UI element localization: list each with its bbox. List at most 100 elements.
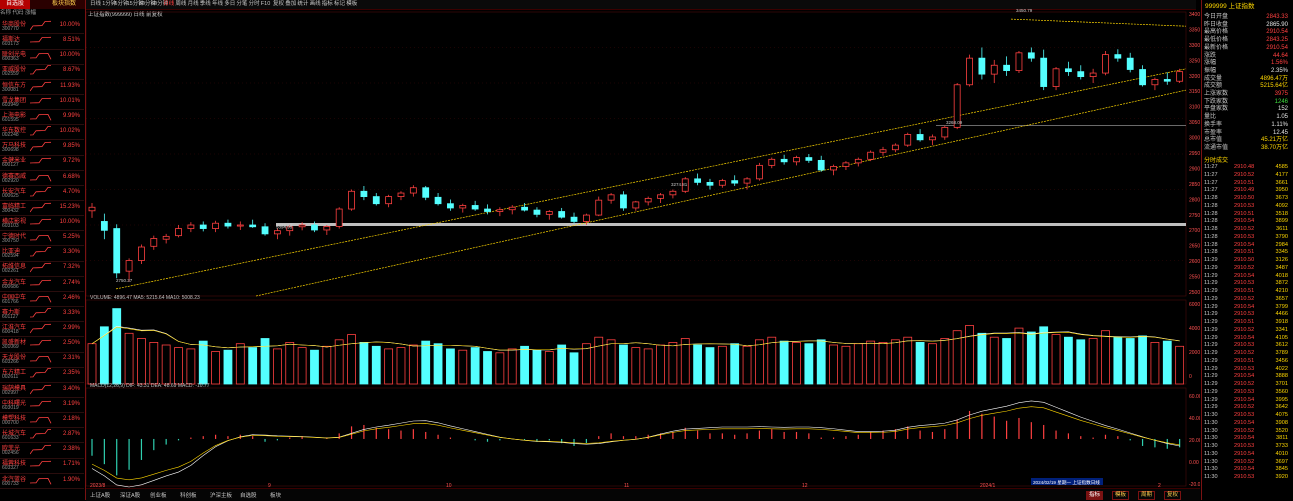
volume-bar [433, 343, 443, 385]
quote-label: 流通市值 [1204, 144, 1229, 151]
watchlist-item[interactable]: 雪龙集团 603949 10.01% [0, 94, 84, 111]
toolbar-period-17[interactable]: 统计 [297, 1, 309, 7]
watchlist-item[interactable]: 赛力斯 601127 3.33% [0, 306, 84, 323]
watchlist-item[interactable]: 凯盛新材 301069 2.50% [0, 336, 84, 353]
tick-time: 11:29 [1204, 388, 1218, 395]
tick-price: 2910.53 [1234, 233, 1255, 240]
bottom-button-3[interactable]: 复权 [1164, 491, 1182, 500]
sparkline [30, 65, 52, 75]
watchlist-item[interactable]: 模塑科技 000700 2.18% [0, 412, 84, 429]
watchlist-item[interactable]: 长安汽车 000625 4.70% [0, 185, 84, 202]
macd-dea [91, 406, 1180, 481]
sparkline-line [30, 445, 52, 455]
date-axis-label: 11 [624, 483, 629, 488]
sparkline [30, 20, 52, 31]
trendline-2 [255, 89, 1187, 297]
toolbar-period-1[interactable]: 1分钟 [102, 1, 117, 7]
toolbar-period-4[interactable]: 30分钟 [138, 1, 156, 7]
watchlist-item[interactable]: 长城汽车 601633 2.87% [0, 427, 84, 444]
watchlist-item[interactable]: 联创光电 600363 10.00% [0, 48, 84, 65]
toolbar-period-7[interactable]: 周线 [175, 1, 187, 7]
tick-volume: 3456 [1275, 357, 1288, 364]
watchlist-item[interactable]: 恒信东方 300081 11.93% [0, 79, 84, 95]
market-tab-2[interactable]: 创业板 [150, 493, 167, 499]
watchlist-item[interactable]: 万马科技 300698 9.85% [0, 139, 84, 156]
toolbar-period-2[interactable]: 5分钟 [114, 1, 129, 7]
market-tab-4[interactable]: 沪深主板 [210, 493, 233, 499]
stock-code: 603327 [2, 465, 19, 472]
watchlist-item[interactable]: 宁德时代 300750 5.25% [0, 230, 84, 247]
toolbar-period-15[interactable]: 复权 [273, 1, 285, 7]
watchlist-item[interactable]: 瑞鹄模具 002997 3.40% [0, 382, 84, 398]
watchlist-item[interactable]: 福蓉科技 603327 1.71% [0, 457, 84, 474]
bottom-button-1[interactable]: 模板 [1112, 491, 1130, 500]
watchlist-item[interactable]: 福斯达 603173 8.51% [0, 33, 84, 50]
candle-body [1065, 68, 1072, 73]
watchlist-item[interactable]: 金龙汽车 600686 2.74% [0, 276, 84, 292]
watchlist-item[interactable]: 江淮汽车 600418 2.99% [0, 321, 84, 338]
watchlist-item[interactable]: 欧菲光 002456 2.38% [0, 442, 84, 459]
quote-value: 38.70万亿 [1260, 144, 1288, 151]
tick-volume: 4210 [1275, 288, 1288, 294]
market-tab-5[interactable]: 自选股 [240, 493, 257, 499]
candle-body [521, 206, 528, 211]
toolbar-period-13[interactable]: 分时 [248, 1, 260, 7]
toolbar-period-14[interactable]: F10 [260, 1, 271, 7]
volume-bar [421, 340, 431, 385]
bottom-button-2[interactable]: 周期 [1138, 491, 1156, 500]
toolbar-period-16[interactable]: 叠加 [285, 1, 297, 7]
quote-value: 2910.54 [1266, 44, 1288, 51]
stock-change-pct: 3.40% [62, 385, 80, 392]
watchlist-item[interactable]: 北汽蓝谷 600733 1.90% [0, 473, 84, 489]
stock-change-pct: 2.31% [62, 355, 80, 362]
toolbar-period-6[interactable]: 日线 [163, 1, 175, 7]
toolbar-period-18[interactable]: 画线 [309, 1, 321, 7]
watchlist-item[interactable]: 上海电影 601595 9.99% [0, 109, 84, 126]
tick-volume: 4105 [1275, 334, 1288, 341]
toolbar-period-5[interactable]: 60分钟 [151, 1, 169, 7]
tick-row: 11:29 2910.51 3456 [1204, 358, 1292, 366]
tab-watchlist[interactable]: 自选股 [0, 0, 30, 9]
toolbar-period-3[interactable]: 15分钟 [126, 1, 144, 7]
volume-bar [940, 338, 950, 385]
volume-bar [396, 347, 406, 385]
market-tab-1[interactable]: 深证A股 [120, 493, 141, 499]
watchlist-item[interactable]: 拓维信息 002261 7.32% [0, 260, 84, 277]
stock-name: 上海电影 [2, 112, 27, 119]
toolbar-period-10[interactable]: 年线 [212, 1, 224, 7]
toolbar-period-8[interactable]: 月线 [187, 1, 199, 7]
market-tab-0[interactable]: 上证A股 [90, 493, 111, 499]
watchlist-item[interactable]: 华商股份 300770 10.00% [0, 18, 84, 35]
volume-axis-label: 6000 [1189, 302, 1200, 308]
watchlist-item[interactable]: 德赛西威 002920 6.68% [0, 170, 84, 186]
tab-sector-index[interactable]: 板块指数 [52, 1, 77, 7]
kline-chart[interactable]: 3400 3350 3300 3250 3200 3150 3100 3050 3000 2950… [86, 0, 1200, 488]
watchlist-item[interactable]: 金健米业 600127 9.72% [0, 154, 84, 171]
stock-name: 雪龙集团 [2, 97, 27, 104]
bottom-button-0[interactable]: 指标 [1086, 491, 1104, 500]
price-axis-label: 3150 [1189, 89, 1200, 95]
watchlist-item[interactable]: 东方精工 002611 2.35% [0, 366, 84, 383]
market-tab-3[interactable]: 科创板 [180, 493, 197, 499]
watchlist-item[interactable]: 亚威股份 002559 8.67% [0, 63, 84, 80]
watchlist-item[interactable]: 天龙股份 603266 2.31% [0, 351, 84, 368]
watchlist-item[interactable]: 华东数控 002248 10.02% [0, 124, 84, 141]
price-annotation: 3274.81 [671, 182, 688, 187]
tick-time: 11:29 [1204, 334, 1218, 341]
toolbar-period-19[interactable]: 指标 [321, 1, 333, 7]
toolbar-period-0[interactable]: 日线 [90, 1, 102, 7]
market-tab-6[interactable]: 板块 [270, 493, 282, 499]
toolbar-period-20[interactable]: 标记 [334, 1, 346, 7]
watchlist-item[interactable]: 横店影视 603103 10.00% [0, 215, 84, 232]
toolbar-period-21[interactable]: 模板 [346, 1, 358, 7]
toolbar-period-12[interactable]: 分笔 [236, 1, 248, 7]
candle-body [434, 196, 442, 205]
watchlist-item[interactable]: 富临精工 300432 15.23% [0, 200, 84, 217]
watchlist-item[interactable]: 中科曙光 603019 3.19% [0, 397, 84, 414]
watchlist-item[interactable]: 中国中车 601766 2.46% [0, 291, 84, 308]
toolbar-period-9[interactable]: 季线 [199, 1, 211, 7]
candle-body [1151, 79, 1159, 86]
toolbar-period-11[interactable]: 多日 [224, 1, 236, 7]
tick-price: 2910.51 [1234, 319, 1255, 325]
watchlist-item[interactable]: 比亚迪 002594 3.30% [0, 245, 84, 262]
